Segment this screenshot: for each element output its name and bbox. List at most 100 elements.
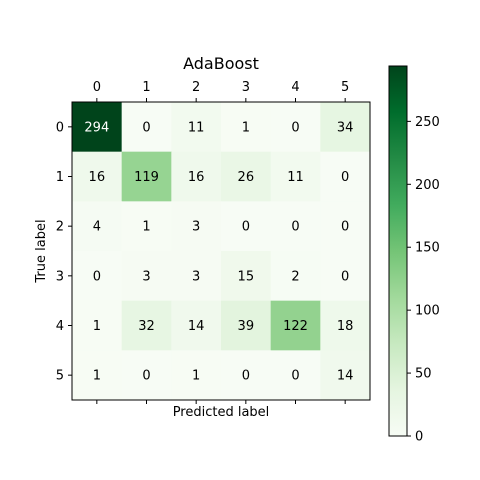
cell-0-4 xyxy=(270,102,321,153)
cell-label-3-3: 15 xyxy=(238,269,255,284)
cell-1-4 xyxy=(270,151,321,202)
cell-label-5-2: 1 xyxy=(192,369,200,384)
x-axis-label: Predicted label xyxy=(173,405,270,420)
y-axis-ticks: 0 1 2 3 4 5 xyxy=(56,120,72,384)
cell-label-5-1: 0 xyxy=(142,369,150,384)
cell-1-3 xyxy=(221,151,272,202)
x-tick-label-0: 0 xyxy=(93,80,101,95)
cell-label-0-5: 34 xyxy=(337,120,354,135)
y-axis-label: True label xyxy=(34,219,49,283)
cell-5-3 xyxy=(221,350,272,401)
cell-label-2-0: 4 xyxy=(93,220,101,235)
y-tick-label-0: 0 xyxy=(56,120,64,135)
cell-5-1 xyxy=(121,350,172,401)
cell-2-4 xyxy=(270,201,321,252)
cell-label-2-3: 0 xyxy=(242,220,250,235)
cell-label-2-2: 3 xyxy=(192,220,200,235)
x-tick-label-3: 3 xyxy=(242,80,250,95)
cell-1-2 xyxy=(171,151,222,202)
cell-label-3-4: 2 xyxy=(291,269,299,284)
cell-label-5-0: 1 xyxy=(93,369,101,384)
cell-2-2 xyxy=(171,201,222,252)
cell-label-0-0: 294 xyxy=(84,120,109,135)
cell-3-0 xyxy=(72,251,123,302)
y-tick-label-1: 1 xyxy=(56,170,64,185)
chart-title: AdaBoost xyxy=(183,54,259,73)
cell-3-5 xyxy=(320,251,371,302)
cell-1-1 xyxy=(121,151,172,202)
cell-label-3-2: 3 xyxy=(192,269,200,284)
cell-label-1-4: 11 xyxy=(287,170,304,185)
x-tick-label-1: 1 xyxy=(142,80,150,95)
cell-4-4 xyxy=(270,300,321,351)
cell-2-0 xyxy=(72,201,123,252)
cell-label-4-3: 39 xyxy=(238,319,255,334)
cell-label-4-2: 14 xyxy=(188,319,205,334)
cell-0-3 xyxy=(221,102,272,153)
y-tick-label-4: 4 xyxy=(56,319,64,334)
cell-3-2 xyxy=(171,251,222,302)
cell-0-1 xyxy=(121,102,172,153)
cell-1-5 xyxy=(320,151,371,202)
cell-label-0-4: 0 xyxy=(291,120,299,135)
cell-label-1-0: 16 xyxy=(89,170,106,185)
cell-0-2 xyxy=(171,102,222,153)
colorbar-tick-label-1: 50 xyxy=(415,367,432,382)
colorbar xyxy=(388,65,408,437)
x-axis-ticks: 0 1 2 3 4 5 xyxy=(93,80,349,404)
cell-label-2-5: 0 xyxy=(341,220,349,235)
cell-label-4-4: 122 xyxy=(283,319,308,334)
cell-2-3 xyxy=(221,201,272,252)
cell-4-0 xyxy=(72,300,123,351)
x-tick-label-5: 5 xyxy=(341,80,349,95)
y-tick-label-2: 2 xyxy=(56,220,64,235)
cell-2-5 xyxy=(320,201,371,252)
cell-0-0 xyxy=(72,102,123,153)
cell-4-5 xyxy=(320,300,371,351)
cell-3-1 xyxy=(121,251,172,302)
plot-frame xyxy=(71,101,371,401)
cell-label-1-3: 26 xyxy=(238,170,255,185)
cell-label-4-1: 32 xyxy=(138,319,155,334)
x-tick-label-2: 2 xyxy=(192,80,200,95)
cell-3-3 xyxy=(221,251,272,302)
x-tick-label-4: 4 xyxy=(291,80,299,95)
cell-label-4-0: 1 xyxy=(93,319,101,334)
cell-label-4-5: 18 xyxy=(337,319,354,334)
cell-label-5-5: 14 xyxy=(337,369,354,384)
cell-5-5 xyxy=(320,350,371,401)
cell-label-0-1: 0 xyxy=(142,120,150,135)
cell-label-2-4: 0 xyxy=(291,220,299,235)
cell-0-5 xyxy=(320,102,371,153)
colorbar-tick-label-2: 100 xyxy=(415,304,440,319)
cell-label-0-3: 1 xyxy=(242,120,250,135)
cell-label-3-5: 0 xyxy=(341,269,349,284)
cell-5-2 xyxy=(171,350,222,401)
cell-1-0 xyxy=(72,151,123,202)
cell-label-3-1: 3 xyxy=(142,269,150,284)
cell-label-1-5: 0 xyxy=(341,170,349,185)
cell-label-2-1: 1 xyxy=(142,220,150,235)
cell-3-4 xyxy=(270,251,321,302)
cell-label-5-4: 0 xyxy=(291,369,299,384)
cell-label-3-0: 0 xyxy=(93,269,101,284)
colorbar-ticks: 0 50 100 150 200 250 xyxy=(407,115,440,445)
cell-4-2 xyxy=(171,300,222,351)
heatmap-cells xyxy=(72,102,371,401)
cell-label-0-2: 11 xyxy=(188,120,205,135)
cell-label-1-2: 16 xyxy=(188,170,205,185)
cell-label-1-1: 119 xyxy=(134,170,159,185)
colorbar-tick-label-3: 150 xyxy=(415,241,440,256)
colorbar-tick-label-0: 0 xyxy=(415,430,423,445)
cell-label-5-3: 0 xyxy=(242,369,250,384)
cell-4-1 xyxy=(121,300,172,351)
cell-2-1 xyxy=(121,201,172,252)
cell-5-0 xyxy=(72,350,123,401)
cell-4-3 xyxy=(221,300,272,351)
cell-5-4 xyxy=(270,350,321,401)
y-tick-label-5: 5 xyxy=(56,369,64,384)
colorbar-tick-label-5: 250 xyxy=(415,115,440,130)
y-tick-label-3: 3 xyxy=(56,269,64,284)
